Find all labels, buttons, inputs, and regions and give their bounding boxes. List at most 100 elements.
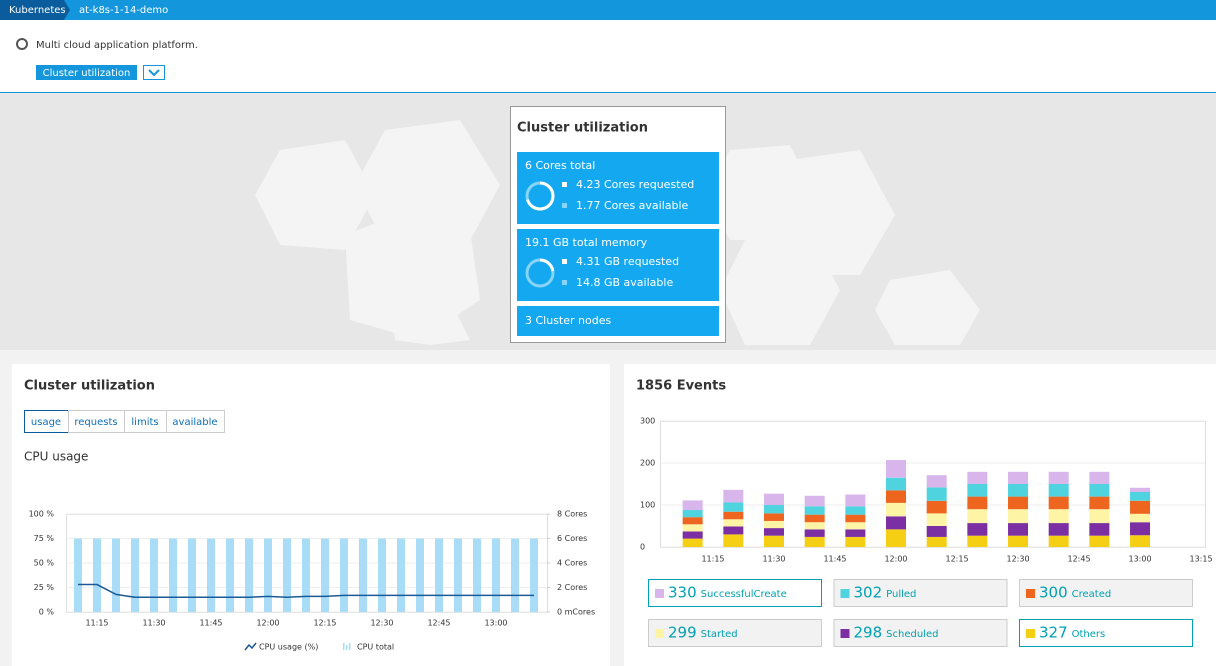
- legend-icon: [244, 642, 257, 651]
- bar-segment: [682, 538, 703, 547]
- bar-segment: [682, 524, 703, 532]
- donut-arc: [539, 258, 555, 272]
- bar-segment: [764, 528, 785, 536]
- bar-segment: [926, 475, 947, 488]
- bar-segment: [764, 520, 785, 529]
- x-tick-label: 12:00: [884, 555, 907, 564]
- legend-item[interactable]: [648, 579, 822, 607]
- line: [78, 583, 534, 599]
- bar: [283, 538, 291, 612]
- breadcrumb-root[interactable]: [0, 0, 70, 20]
- legend-swatch: [655, 629, 664, 638]
- summary-card: [510, 106, 726, 343]
- bar-segment: [804, 514, 825, 523]
- bar-segment: [804, 529, 825, 537]
- legend-label: Created: [1072, 589, 1112, 600]
- bar: [511, 538, 519, 612]
- nodes-box[interactable]: [517, 306, 719, 336]
- bar: [264, 538, 272, 612]
- legend-swatch: [562, 280, 567, 285]
- legend-item[interactable]: [1019, 619, 1193, 647]
- bar-segment: [764, 535, 785, 547]
- legend-label: Scheduled: [886, 629, 938, 640]
- tab-label[interactable]: limits: [131, 417, 158, 428]
- panel-title: 1856 Events: [636, 379, 726, 394]
- legend-item[interactable]: [648, 619, 822, 647]
- bar: [492, 538, 500, 612]
- bar: [74, 538, 82, 612]
- legend-item[interactable]: [833, 619, 1008, 647]
- bar-segment: [804, 536, 825, 547]
- bar-segment: [886, 490, 907, 503]
- bar-segment: [845, 529, 866, 537]
- panel-title: Cluster utilization: [24, 379, 155, 394]
- tab-label[interactable]: available: [172, 417, 217, 428]
- bar-segment: [804, 522, 825, 530]
- memory-available: 14.8 GB available: [576, 276, 673, 289]
- bar: [245, 538, 253, 612]
- icon: [16, 38, 28, 50]
- bar-segment: [723, 489, 744, 503]
- bar: [207, 538, 215, 612]
- legend-item[interactable]: [833, 579, 1008, 607]
- bar-segment: [1130, 513, 1151, 523]
- legend-item[interactable]: [1019, 579, 1193, 607]
- x-tick-label: 12:30: [1006, 555, 1029, 564]
- x-tick-label: 12:00: [256, 619, 279, 628]
- y2-tick-label: 2 Cores: [557, 583, 587, 592]
- dropdown[interactable]: [143, 65, 165, 80]
- x-tick-label: 11:30: [142, 619, 165, 628]
- breadcrumb-item[interactable]: at-k8s-1-14-demo: [79, 5, 168, 16]
- bar-segment: [845, 522, 866, 530]
- y2-tick-label: 0 mCores: [557, 608, 595, 617]
- bar-segment: [845, 536, 866, 547]
- bar-segment: [1008, 523, 1029, 536]
- y2-tick-label: 8 Cores: [557, 510, 587, 519]
- bar-segment: [967, 523, 988, 536]
- bar-segment: [764, 505, 785, 514]
- bar: [530, 538, 538, 612]
- description: Multi cloud application platform.: [36, 40, 198, 51]
- breadcrumb-item[interactable]: Kubernetes: [9, 5, 66, 16]
- bar-segment: [682, 517, 703, 525]
- bar-segment: [1008, 471, 1029, 484]
- bar-segment: [926, 513, 947, 526]
- x-tick-label: 12:15: [313, 619, 336, 628]
- bar-segment: [723, 502, 744, 512]
- bar: [359, 538, 367, 612]
- donut-arc: [526, 181, 555, 211]
- bar-segment: [682, 510, 703, 518]
- legend-swatch: [840, 589, 850, 598]
- tab-label[interactable]: usage: [31, 417, 61, 428]
- y-tick-label: 50 %: [34, 559, 55, 568]
- button[interactable]: [36, 65, 137, 80]
- bar-segment: [1008, 496, 1029, 510]
- bar-segment: [1089, 535, 1110, 547]
- legend-swatch: [562, 182, 567, 187]
- bar-segment: [926, 500, 947, 514]
- dropdown-icon: [148, 69, 160, 77]
- bar: [93, 538, 101, 612]
- bar-segment: [926, 536, 947, 547]
- legend-swatch: [1026, 589, 1035, 598]
- memory-requested: 4.31 GB requested: [576, 255, 679, 268]
- bar: [131, 538, 139, 612]
- legend-label: CPU total: [357, 643, 394, 652]
- legend-icon: [343, 643, 345, 650]
- bar-segment: [1089, 523, 1110, 536]
- tab-label[interactable]: requests: [74, 417, 117, 428]
- bar-segment: [967, 484, 988, 497]
- bar-segment: [1130, 491, 1151, 501]
- bar-segment: [967, 509, 988, 524]
- button-label[interactable]: Cluster utilization: [43, 68, 131, 79]
- legend-total: 327: [1039, 624, 1068, 642]
- bar: [188, 538, 196, 612]
- tab[interactable]: [166, 410, 225, 433]
- bar-segment: [845, 506, 866, 515]
- bar-segment: [1048, 523, 1069, 536]
- bar: [150, 538, 158, 612]
- bar-segment: [1089, 509, 1110, 524]
- bar-segment: [1048, 471, 1069, 484]
